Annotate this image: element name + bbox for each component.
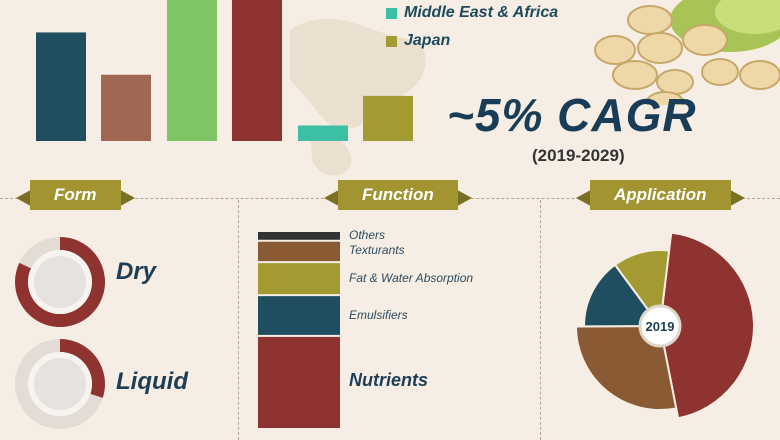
bar-5 [363, 95, 413, 141]
donut-inner [34, 358, 86, 410]
function-stacked-bar [258, 232, 340, 428]
legend-label: Japan [404, 32, 451, 49]
pie-slice-1 [574, 324, 678, 411]
function-label-0: Nutrients [349, 370, 429, 391]
donut-inner [34, 256, 86, 308]
function-label-1: Emulsifiers [349, 307, 408, 322]
legend-label: Middle East & Africa [404, 4, 559, 21]
legend-item: Middle East & Africa [386, 4, 558, 22]
banner-application: Application [576, 180, 745, 210]
form-donut-chart [15, 237, 105, 429]
banner-function: Function [324, 180, 472, 210]
pie-center [638, 304, 682, 348]
bar-3 [232, 0, 282, 141]
legend-swatch [386, 35, 397, 47]
donut-arc-1 [60, 339, 105, 398]
function-segment-0 [258, 336, 340, 428]
pie-slice-0 [658, 231, 755, 420]
bar-1 [101, 74, 151, 141]
form-label-dry: Dry [116, 258, 157, 285]
function-label-3: Texturants [349, 243, 405, 258]
region-bar-chart [36, 0, 413, 141]
column-divider-2 [540, 200, 541, 440]
legend-item: Japan [386, 32, 450, 50]
seeds-illustration [594, 0, 780, 105]
banner-form: Form [16, 180, 135, 210]
function-label-2: Fat & Water Absorption [349, 270, 474, 285]
function-label-4: Others [349, 227, 386, 242]
legend-swatch [386, 7, 397, 19]
application-pie-chart: 2019 [574, 231, 755, 420]
function-segment-2 [258, 263, 340, 295]
form-label-liquid: Liquid [116, 368, 188, 395]
function-segment-3 [258, 241, 340, 262]
cagr-value: ~5% CAGR [447, 89, 697, 141]
cagr-period: (2019-2029) [532, 146, 625, 165]
pie-center-label: 2019 [646, 319, 675, 334]
pie-slice-2 [583, 263, 662, 328]
bar-2 [167, 0, 217, 141]
bar-4 [298, 125, 348, 141]
function-segment-1 [258, 296, 340, 335]
function-segment-4 [258, 232, 340, 240]
column-divider-1 [238, 200, 239, 440]
bar-0 [36, 32, 86, 141]
